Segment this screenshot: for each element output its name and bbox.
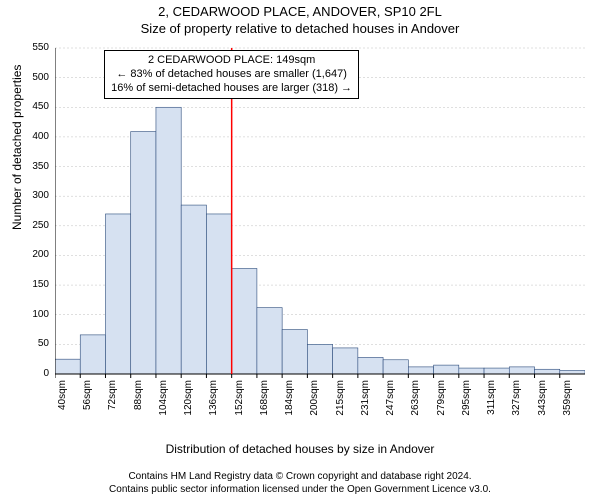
ytick-label: 350: [19, 161, 49, 172]
histogram-bar: [434, 365, 459, 374]
xtick-label: 215sqm: [335, 380, 346, 430]
xtick-label: 247sqm: [385, 380, 396, 430]
histogram-bar: [131, 132, 156, 374]
ytick-label: 550: [19, 42, 49, 53]
histogram-bar: [535, 369, 560, 374]
ytick-label: 200: [19, 249, 49, 260]
y-axis-label: Number of detached properties: [10, 65, 24, 230]
xtick-label: 343sqm: [537, 380, 548, 430]
histogram-bar: [408, 367, 433, 374]
histogram-bar: [105, 214, 130, 374]
xtick-label: 88sqm: [133, 380, 144, 430]
xtick-label: 120sqm: [183, 380, 194, 430]
chart-title-line2: Size of property relative to detached ho…: [0, 21, 600, 38]
xtick-label: 359sqm: [562, 380, 573, 430]
histogram-bar: [206, 214, 231, 374]
histogram-bar: [509, 367, 534, 374]
histogram-bar: [282, 330, 307, 374]
chart-titles: 2, CEDARWOOD PLACE, ANDOVER, SP10 2FL Si…: [0, 0, 600, 38]
annotation-line1: 2 CEDARWOOD PLACE: 149sqm: [111, 54, 352, 68]
xtick-label: 279sqm: [436, 380, 447, 430]
xtick-label: 56sqm: [82, 380, 93, 430]
xtick-label: 200sqm: [309, 380, 320, 430]
ytick-label: 400: [19, 131, 49, 142]
xtick-label: 311sqm: [486, 380, 497, 430]
chart-container: 2, CEDARWOOD PLACE, ANDOVER, SP10 2FL Si…: [0, 0, 600, 500]
histogram-bar: [257, 308, 282, 374]
annotation-line2: ← 83% of detached houses are smaller (1,…: [111, 68, 352, 82]
xtick-label: 136sqm: [208, 380, 219, 430]
ytick-label: 150: [19, 279, 49, 290]
ytick-label: 0: [19, 368, 49, 379]
xtick-label: 263sqm: [410, 380, 421, 430]
xtick-label: 184sqm: [284, 380, 295, 430]
xtick-label: 152sqm: [234, 380, 245, 430]
histogram-bar: [307, 344, 332, 374]
footer-line1: Contains HM Land Registry data © Crown c…: [0, 470, 600, 483]
histogram-bar: [459, 368, 484, 374]
xtick-label: 327sqm: [511, 380, 522, 430]
chart-plot-area: 2 CEDARWOOD PLACE: 149sqm ← 83% of detac…: [55, 44, 585, 414]
ytick-label: 500: [19, 72, 49, 83]
ytick-label: 50: [19, 338, 49, 349]
annotation-line3: 16% of semi-detached houses are larger (…: [111, 82, 352, 96]
xtick-label: 168sqm: [259, 380, 270, 430]
xtick-label: 104sqm: [158, 380, 169, 430]
ytick-label: 300: [19, 190, 49, 201]
xtick-label: 231sqm: [360, 380, 371, 430]
xtick-label: 295sqm: [461, 380, 472, 430]
x-axis-label: Distribution of detached houses by size …: [0, 442, 600, 456]
histogram-bar: [80, 335, 105, 374]
xtick-label: 72sqm: [107, 380, 118, 430]
histogram-bar: [156, 107, 181, 374]
histogram-bar: [383, 360, 408, 374]
histogram-bar: [181, 205, 206, 374]
histogram-svg: [55, 44, 585, 414]
histogram-bar: [560, 370, 585, 374]
histogram-bar: [484, 368, 509, 374]
footer-attribution: Contains HM Land Registry data © Crown c…: [0, 470, 600, 496]
ytick-label: 250: [19, 220, 49, 231]
ytick-label: 450: [19, 101, 49, 112]
histogram-bar: [55, 359, 80, 374]
chart-title-line1: 2, CEDARWOOD PLACE, ANDOVER, SP10 2FL: [0, 4, 600, 21]
xtick-label: 40sqm: [57, 380, 68, 430]
histogram-bar: [358, 357, 383, 374]
footer-line2: Contains public sector information licen…: [0, 483, 600, 496]
histogram-bar: [333, 348, 358, 374]
histogram-bar: [232, 268, 257, 374]
ytick-label: 100: [19, 309, 49, 320]
annotation-box: 2 CEDARWOOD PLACE: 149sqm ← 83% of detac…: [104, 50, 359, 99]
